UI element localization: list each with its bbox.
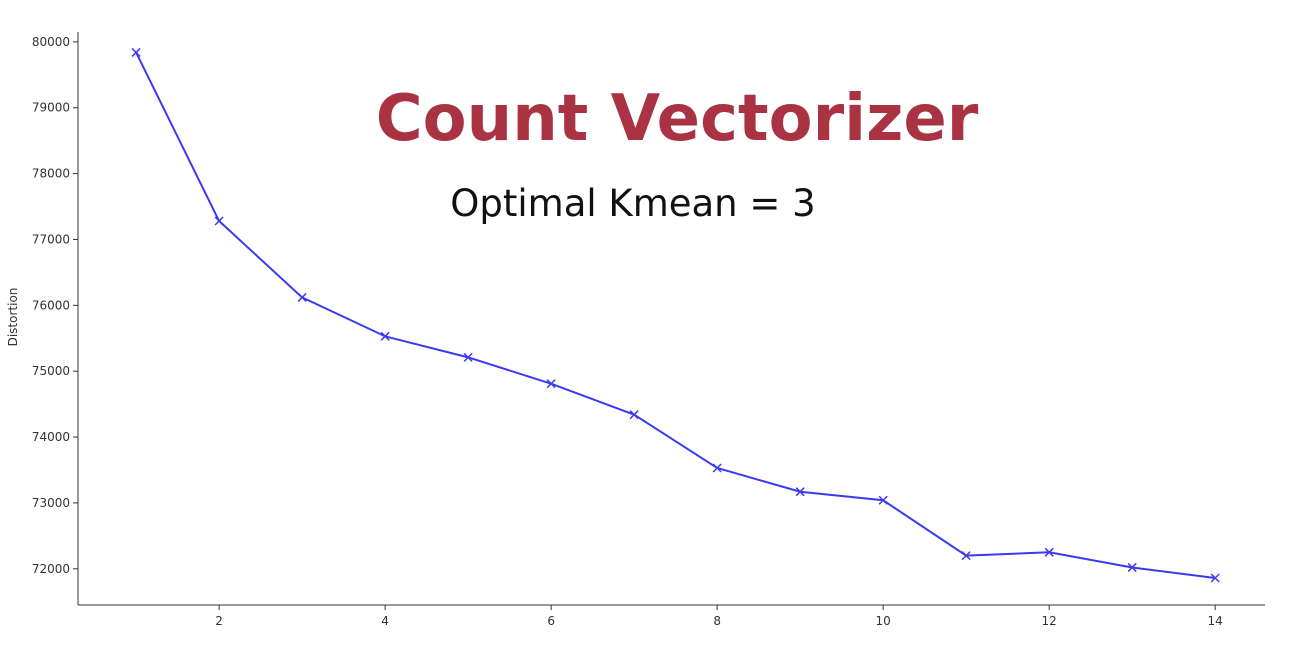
x-tick-label: 2 [215,614,223,628]
series-distortion [131,47,1220,583]
data-point-marker [546,379,556,389]
marker-stroke [297,292,307,302]
x-tick-label: 14 [1208,614,1223,628]
data-point-marker [297,292,307,302]
marker-stroke [463,352,473,362]
chart-subtitle: Optimal Kmean = 3 [450,182,815,225]
x-axis-ticks: 2 4 6 8 10 12 14 [215,605,1223,628]
marker-stroke [214,216,224,226]
marker-stroke [795,487,805,497]
chart-title: Count Vectorizer [376,82,979,156]
x-tick-label: 6 [547,614,555,628]
y-tick-label: 73000 [32,496,70,510]
data-point-marker [878,495,888,505]
data-point-marker [214,216,224,226]
data-point-marker [1044,547,1054,557]
y-tick-label: 77000 [32,232,70,246]
marker-stroke [1210,573,1220,583]
data-point-marker [961,551,971,561]
y-tick-label: 78000 [32,167,70,181]
data-point-marker [131,47,141,57]
x-tick-label: 12 [1042,614,1057,628]
marker-stroke [380,331,390,341]
data-point-marker [1210,573,1220,583]
y-tick-label: 74000 [32,430,70,444]
y-tick-label: 79000 [32,101,70,115]
data-point-marker [629,410,639,420]
marker-stroke [629,410,639,420]
marker-stroke [961,551,971,561]
marker-stroke [878,495,888,505]
data-point-marker [380,331,390,341]
marker-stroke [712,463,722,473]
y-tick-label: 80000 [32,35,70,49]
axes [77,32,1265,606]
marker-stroke [1044,547,1054,557]
series-line [135,51,1216,579]
y-tick-label: 76000 [32,298,70,312]
x-tick-label: 4 [381,614,389,628]
y-axis-ticks: 72000 73000 74000 75000 76000 77000 78000 79000… [32,35,78,576]
y-tick-label: 75000 [32,364,70,378]
data-point-marker [463,352,473,362]
marker-stroke [1127,562,1137,572]
data-point-marker [712,463,722,473]
data-point-marker [795,487,805,497]
marker-stroke [546,379,556,389]
marker-stroke [131,47,141,57]
y-tick-label: 72000 [32,562,70,576]
x-tick-label: 8 [713,614,721,628]
x-tick-label: 10 [876,614,891,628]
data-point-marker [1127,562,1137,572]
y-axis-label: Distortion [6,288,20,347]
